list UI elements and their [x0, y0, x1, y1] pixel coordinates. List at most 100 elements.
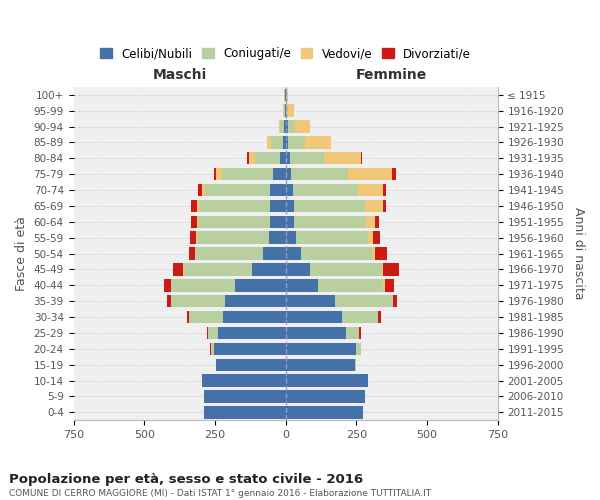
Bar [335, 295, 393, 308]
Bar [286, 342, 356, 355]
Bar [270, 216, 286, 228]
Bar [383, 200, 386, 212]
Bar [217, 358, 286, 371]
Bar [305, 136, 331, 148]
Bar [286, 104, 289, 117]
Bar [187, 311, 190, 324]
Bar [286, 295, 335, 308]
Bar [355, 358, 356, 371]
Bar [374, 216, 379, 228]
Text: COMUNE DI CERRO MAGGIORE (MI) - Dati ISTAT 1° gennaio 2016 - Elaborazione TUTTIT: COMUNE DI CERRO MAGGIORE (MI) - Dati IST… [9, 489, 431, 498]
Bar [286, 216, 294, 228]
Bar [164, 279, 171, 291]
Bar [383, 184, 386, 196]
Bar [289, 104, 294, 117]
Bar [205, 184, 270, 196]
Bar [286, 200, 294, 212]
Bar [372, 248, 374, 260]
Bar [269, 232, 286, 244]
Bar [296, 232, 368, 244]
Bar [385, 279, 394, 291]
Bar [373, 232, 380, 244]
Bar [190, 311, 223, 324]
Bar [392, 168, 396, 180]
Bar [366, 216, 374, 228]
Bar [173, 263, 183, 276]
Bar [286, 406, 364, 418]
Bar [393, 295, 397, 308]
Bar [284, 104, 285, 117]
Bar [195, 248, 263, 260]
Bar [283, 136, 286, 148]
Bar [223, 311, 286, 324]
Bar [278, 120, 280, 132]
Bar [378, 311, 381, 324]
Y-axis label: Fasce di età: Fasce di età [15, 216, 28, 291]
Bar [198, 184, 202, 196]
Bar [171, 295, 225, 308]
Bar [358, 184, 383, 196]
Bar [247, 152, 249, 164]
Bar [280, 120, 284, 132]
Bar [225, 295, 286, 308]
Bar [184, 263, 251, 276]
Bar [286, 358, 355, 371]
Bar [286, 136, 289, 148]
Bar [191, 216, 197, 228]
Bar [196, 232, 197, 244]
Bar [382, 263, 383, 276]
Bar [324, 152, 361, 164]
Bar [214, 342, 286, 355]
Bar [271, 136, 283, 148]
Bar [203, 406, 286, 418]
Bar [286, 263, 310, 276]
Bar [217, 168, 222, 180]
Bar [214, 168, 217, 180]
Bar [356, 342, 361, 355]
Bar [346, 327, 359, 339]
Bar [191, 200, 197, 212]
Bar [198, 216, 270, 228]
Bar [197, 216, 198, 228]
Bar [368, 232, 373, 244]
Text: Popolazione per età, sesso e stato civile - 2016: Popolazione per età, sesso e stato civil… [9, 472, 363, 486]
Bar [286, 120, 288, 132]
Bar [284, 120, 286, 132]
Bar [171, 279, 235, 291]
Bar [290, 152, 324, 164]
Bar [218, 327, 286, 339]
Bar [286, 327, 346, 339]
Bar [286, 168, 291, 180]
Bar [293, 184, 358, 196]
Bar [294, 216, 366, 228]
Bar [286, 232, 296, 244]
Bar [289, 136, 305, 148]
Bar [254, 152, 280, 164]
Bar [365, 200, 383, 212]
Y-axis label: Anni di nascita: Anni di nascita [572, 208, 585, 300]
Bar [286, 184, 293, 196]
Bar [251, 263, 286, 276]
Bar [190, 232, 196, 244]
Bar [167, 295, 171, 308]
Bar [383, 263, 399, 276]
Bar [310, 263, 382, 276]
Text: Maschi: Maschi [152, 68, 206, 82]
Bar [301, 248, 372, 260]
Text: Femmine: Femmine [356, 68, 427, 82]
Bar [270, 184, 286, 196]
Bar [202, 374, 286, 387]
Bar [286, 311, 342, 324]
Bar [286, 279, 318, 291]
Bar [211, 342, 214, 355]
Bar [199, 200, 270, 212]
Bar [383, 279, 385, 291]
Bar [291, 168, 348, 180]
Bar [197, 200, 199, 212]
Bar [208, 327, 218, 339]
Bar [348, 168, 392, 180]
Bar [361, 152, 362, 164]
Bar [270, 200, 286, 212]
Bar [267, 136, 271, 148]
Bar [286, 152, 290, 164]
